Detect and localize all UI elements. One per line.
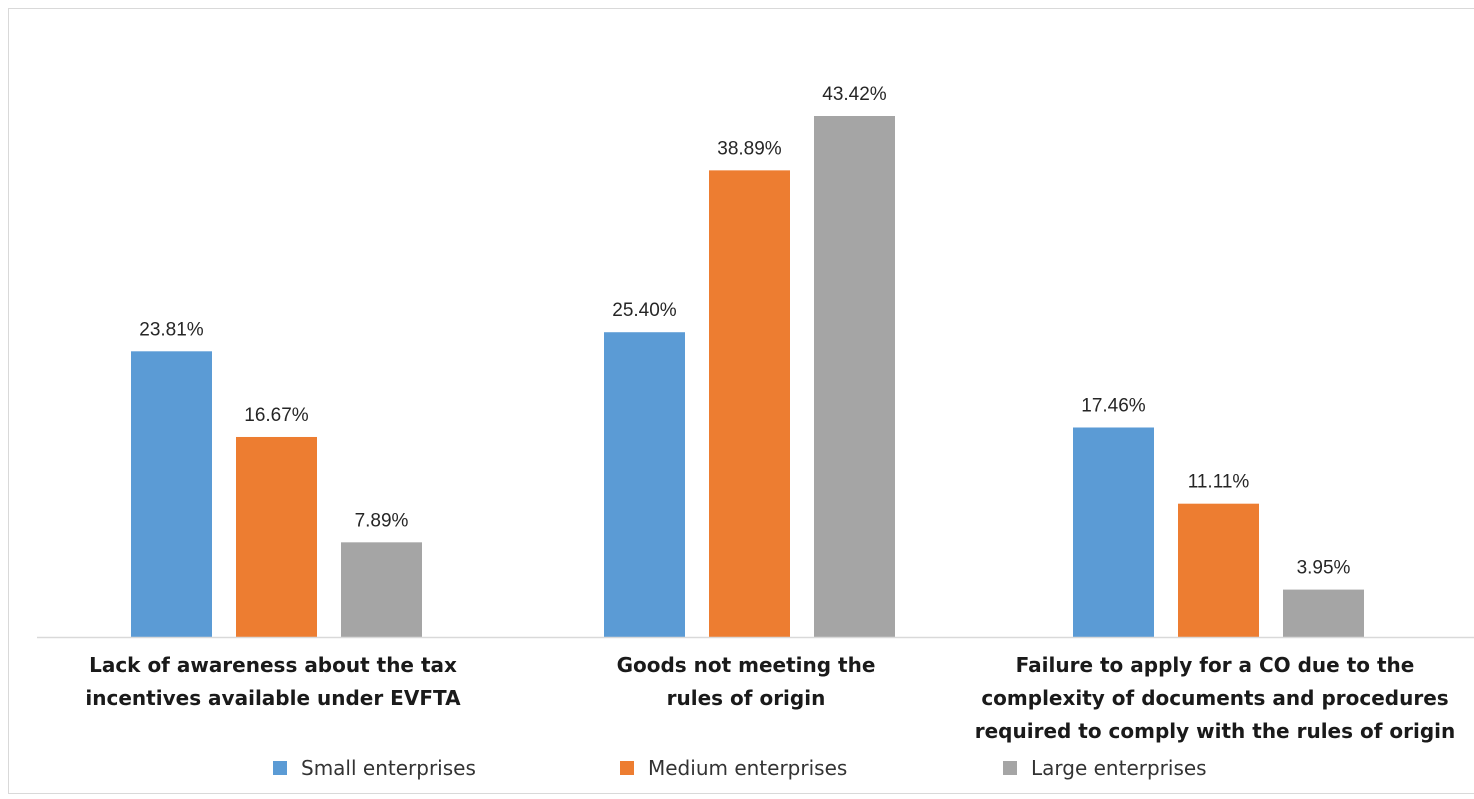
category-label: Lack of awareness about the tax (89, 653, 457, 677)
bar (341, 542, 422, 637)
data-label: 43.42% (822, 84, 887, 105)
bar (1283, 589, 1364, 637)
legend-entry: Medium enterprises (648, 756, 847, 780)
bar (814, 116, 895, 637)
data-label: 3.95% (1297, 558, 1351, 579)
data-label: 25.40% (612, 300, 677, 321)
data-label: 11.11% (1188, 472, 1250, 493)
bar (709, 170, 790, 637)
category-label: Failure to apply for a CO due to the (1016, 653, 1415, 677)
data-label: 23.81% (139, 319, 204, 340)
category-label: rules of origin (667, 686, 826, 710)
legend-marker (273, 761, 287, 775)
legend-marker (1003, 761, 1017, 775)
data-label: 16.67% (244, 405, 309, 426)
data-label: 17.46% (1081, 395, 1146, 416)
legend-entry: Large enterprises (1031, 756, 1207, 780)
bar (604, 332, 685, 637)
bar (1073, 427, 1154, 637)
category-label: complexity of documents and procedures (981, 686, 1448, 710)
data-label: 7.89% (355, 510, 409, 531)
category-label: required to comply with the rules of ori… (975, 719, 1456, 743)
bar (131, 351, 212, 637)
bar (236, 436, 317, 637)
category-label: Goods not meeting the (617, 653, 876, 677)
data-label: 38.89% (717, 138, 782, 159)
bar (1178, 503, 1259, 637)
category-label: incentives available under EVFTA (85, 686, 461, 710)
legend-entry: Small enterprises (301, 756, 476, 780)
legend-marker (620, 761, 634, 775)
